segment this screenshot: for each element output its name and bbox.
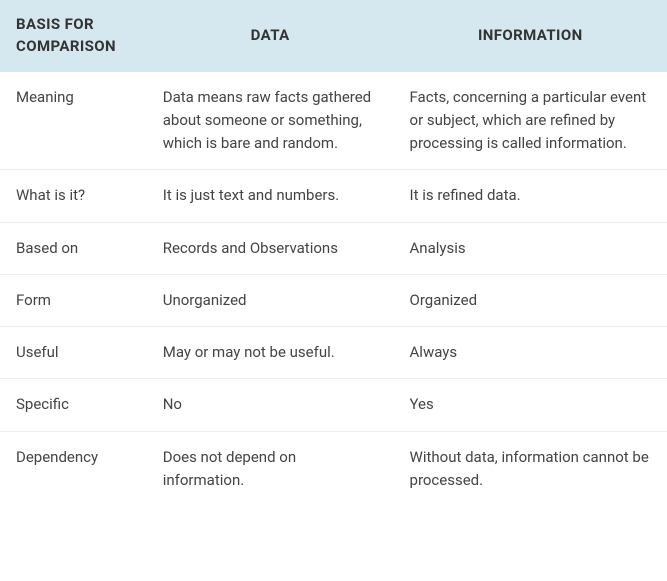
cell-information: It is refined data. — [394, 170, 667, 222]
col-header-data: DATA — [147, 0, 394, 72]
table-row: Based on Records and Observations Analys… — [0, 222, 667, 274]
cell-information: Yes — [394, 379, 667, 431]
cell-basis: What is it? — [0, 170, 147, 222]
table-row: Form Unorganized Organized — [0, 274, 667, 326]
cell-data: Does not depend on information. — [147, 431, 394, 506]
table-header-row: BASIS FOR COMPARISON DATA INFORMATION — [0, 0, 667, 72]
table-row: Specific No Yes — [0, 379, 667, 431]
cell-basis: Dependency — [0, 431, 147, 506]
table-row: Useful May or may not be useful. Always — [0, 327, 667, 379]
cell-basis: Specific — [0, 379, 147, 431]
cell-basis: Meaning — [0, 72, 147, 170]
cell-data: Unorganized — [147, 274, 394, 326]
table-header: BASIS FOR COMPARISON DATA INFORMATION — [0, 0, 667, 72]
cell-basis: Useful — [0, 327, 147, 379]
col-header-basis: BASIS FOR COMPARISON — [0, 0, 147, 72]
cell-data: No — [147, 379, 394, 431]
table-row: Dependency Does not depend on informatio… — [0, 431, 667, 506]
cell-data: Records and Observations — [147, 222, 394, 274]
cell-information: Facts, concerning a particular event or … — [394, 72, 667, 170]
cell-basis: Form — [0, 274, 147, 326]
cell-information: Without data, information cannot be proc… — [394, 431, 667, 506]
table-row: What is it? It is just text and numbers.… — [0, 170, 667, 222]
cell-data: May or may not be useful. — [147, 327, 394, 379]
cell-information: Always — [394, 327, 667, 379]
table-body: Meaning Data means raw facts gathered ab… — [0, 72, 667, 507]
cell-basis: Based on — [0, 222, 147, 274]
cell-information: Analysis — [394, 222, 667, 274]
table-row: Meaning Data means raw facts gathered ab… — [0, 72, 667, 170]
comparison-table: BASIS FOR COMPARISON DATA INFORMATION Me… — [0, 0, 667, 506]
cell-data: Data means raw facts gathered about some… — [147, 72, 394, 170]
cell-data: It is just text and numbers. — [147, 170, 394, 222]
cell-information: Organized — [394, 274, 667, 326]
comparison-table-container: BASIS FOR COMPARISON DATA INFORMATION Me… — [0, 0, 667, 506]
col-header-information: INFORMATION — [394, 0, 667, 72]
